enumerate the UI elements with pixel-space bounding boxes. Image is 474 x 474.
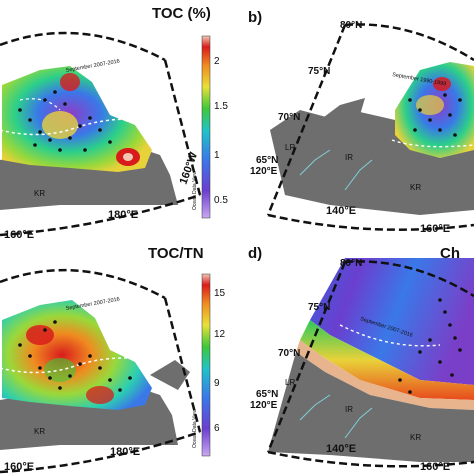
panel-a-cbar-tick-2: 2 bbox=[214, 56, 220, 67]
panel-c-watermark: Ocean Data View bbox=[192, 409, 198, 448]
panel-b-region-ir: IR bbox=[345, 153, 353, 162]
panel-a-cbar-tick-1-5: 1.5 bbox=[214, 101, 228, 112]
panel-b-land bbox=[270, 110, 474, 215]
panel-c-cbar-tick-9: 9 bbox=[214, 378, 220, 389]
panel-d-terrain bbox=[296, 340, 474, 410]
panel-d-region-ir: IR bbox=[345, 405, 353, 414]
panel-a-stations bbox=[18, 90, 112, 152]
panel-b-lon-140e: 140°E bbox=[326, 205, 356, 217]
panel-a-watermark: Ocean Data View bbox=[192, 171, 198, 210]
panel-c-lon-160e: 160°E bbox=[4, 461, 34, 473]
panel-a-lon-160e: 160°E bbox=[4, 229, 34, 241]
panel-b-lat-65n: 65°N bbox=[256, 155, 278, 166]
panel-c: TOC/TN September 2007-2016 KR 160°E 180°… bbox=[0, 245, 226, 474]
panel-a-colorbar bbox=[201, 35, 211, 219]
panel-b: b) September 1990-1999 80°N 75°N 70°N 65… bbox=[248, 9, 474, 235]
panel-d: d) Ch September 2007-2016 80°N 75°N 70°N… bbox=[248, 245, 474, 473]
panel-b-lat-80n: 80°N bbox=[340, 20, 362, 31]
panel-b-river bbox=[299, 149, 373, 191]
panel-b-label: b) bbox=[248, 9, 262, 26]
panel-c-annotation: September 2007-2016 bbox=[65, 297, 120, 312]
panel-d-lat-75n: 75°N bbox=[308, 302, 330, 313]
panel-d-land bbox=[268, 352, 474, 462]
panel-c-lon-180e: 180°E bbox=[110, 446, 140, 458]
panel-c-field bbox=[2, 300, 152, 410]
panel-d-coastal-field bbox=[300, 320, 474, 400]
panel-a-frame bbox=[0, 31, 166, 62]
panel-d-title: Ch bbox=[440, 245, 460, 262]
panel-c-title: TOC/TN bbox=[148, 245, 204, 262]
panel-a-contour bbox=[0, 118, 151, 136]
panel-c-region-kr: KR bbox=[34, 427, 45, 436]
panel-d-label: d) bbox=[248, 245, 262, 262]
panel-a-lon-180e: 180°E bbox=[108, 209, 138, 221]
panel-d-lon-120e: 120°E bbox=[250, 400, 278, 411]
panel-a: TOC (%) September 2007-2016 KR 160°E 180… bbox=[0, 5, 228, 241]
panel-d-stations bbox=[398, 298, 462, 394]
panel-b-region-kr: KR bbox=[410, 183, 421, 192]
panel-d-lon-160e: 160°E bbox=[420, 461, 450, 473]
panel-d-lat-80n: 80°N bbox=[340, 258, 362, 269]
panel-a-annotation: September 2007-2016 bbox=[65, 59, 120, 74]
panel-a-cbar-tick-1: 1 bbox=[214, 150, 220, 161]
panel-d-lon-140e: 140°E bbox=[326, 443, 356, 455]
panel-c-cbar-tick-15: 15 bbox=[214, 288, 226, 299]
panel-b-lat-70n: 70°N bbox=[278, 112, 300, 123]
panel-d-frame bbox=[344, 260, 474, 298]
panel-a-cbar-tick-0-5: 0.5 bbox=[214, 195, 228, 206]
panel-a-field bbox=[2, 66, 152, 172]
panel-c-cbar-tick-12: 12 bbox=[214, 329, 226, 340]
panel-c-frame bbox=[0, 268, 166, 300]
panel-b-lat-75n: 75°N bbox=[308, 66, 330, 77]
panel-b-stations bbox=[408, 93, 462, 137]
panel-d-lat-65n: 65°N bbox=[256, 389, 278, 400]
panel-b-frame bbox=[344, 23, 474, 62]
panel-b-lon-120e: 120°E bbox=[250, 166, 278, 177]
panel-a-title: TOC (%) bbox=[152, 5, 211, 22]
panel-d-ocean-field bbox=[310, 258, 474, 385]
panel-a-region-kr: KR bbox=[34, 189, 45, 198]
panel-b-region-lr: LR bbox=[285, 143, 295, 152]
panel-d-region-kr: KR bbox=[410, 433, 421, 442]
panel-b-lon-160e: 160°E bbox=[420, 223, 450, 235]
panel-c-cbar-tick-6: 6 bbox=[214, 423, 220, 434]
panel-c-stations bbox=[18, 320, 132, 392]
panel-d-region-lr: LR bbox=[285, 378, 295, 387]
panel-c-colorbar bbox=[201, 273, 211, 457]
panel-d-lat-70n: 70°N bbox=[278, 348, 300, 359]
